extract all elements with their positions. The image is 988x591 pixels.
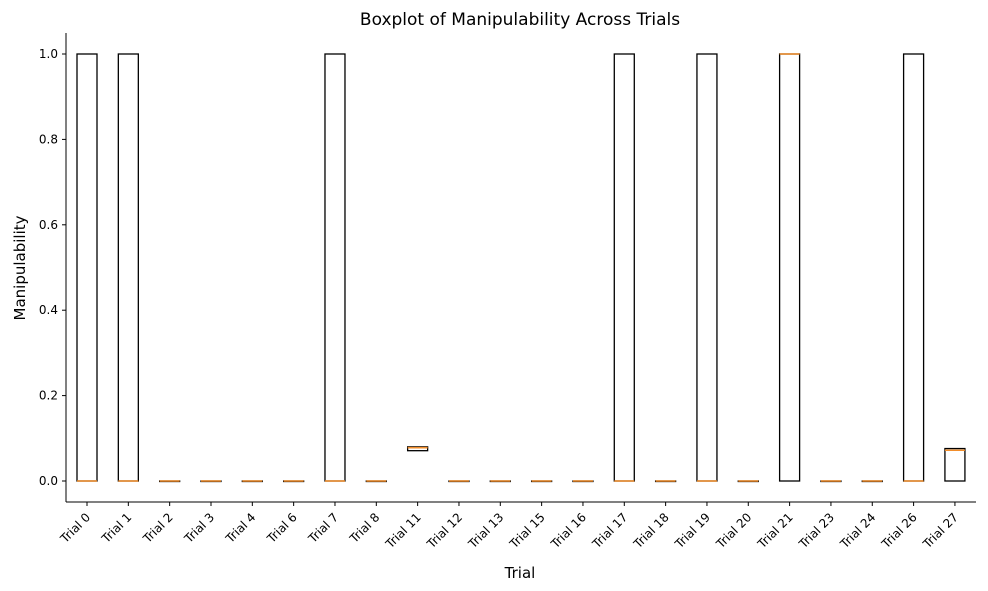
x-tick-label: Trial 2 [140, 510, 176, 546]
x-tick-label: Trial 11 [382, 510, 423, 551]
chart-title: Boxplot of Manipulability Across Trials [360, 10, 680, 30]
box [241, 480, 263, 483]
box [117, 53, 139, 482]
box [365, 480, 387, 483]
box-body [406, 446, 429, 452]
box [613, 53, 635, 482]
box-body [324, 53, 346, 482]
box-body [76, 53, 98, 482]
box-body [902, 53, 925, 482]
box [282, 480, 305, 483]
x-tick-label: Trial 6 [264, 510, 300, 546]
box [902, 53, 925, 482]
box-body [696, 53, 718, 482]
box [572, 480, 594, 483]
x-tick-label: Trial 27 [920, 510, 961, 551]
y-tick-label: 0.8 [39, 132, 58, 146]
box [406, 446, 429, 452]
y-axis-label: Manipulability [11, 215, 29, 320]
y-axis-ticks: 0.0 0.2 0.4 0.6 0.8 1.0 [39, 47, 66, 488]
x-tick-label: Trial 3 [181, 510, 217, 546]
box [654, 480, 677, 483]
x-tick-label: Trial 1 [98, 510, 134, 546]
box [159, 480, 181, 483]
y-tick-label: 1.0 [39, 47, 58, 61]
x-tick-label: Trial 15 [506, 510, 547, 551]
y-tick-label: 0.2 [39, 389, 58, 403]
x-axis-ticks: Trial 0 Trial 1 Trial 2 Trial 3 Trial 4 Trial… [57, 502, 961, 552]
x-tick-label: Trial 0 [57, 510, 93, 546]
x-tick-label: Trial 21 [754, 510, 795, 551]
box [530, 480, 553, 483]
box [489, 480, 511, 483]
x-tick-label: Trial 7 [305, 510, 341, 546]
x-tick-label: Trial 23 [796, 510, 837, 551]
x-tick-label: Trial 12 [424, 510, 465, 551]
x-tick-label: Trial 18 [630, 510, 671, 551]
x-tick-label: Trial 19 [672, 510, 713, 551]
box [861, 480, 883, 483]
axes [65, 33, 976, 503]
box [448, 480, 470, 483]
box-body [613, 53, 635, 482]
x-tick-label: Trial 4 [222, 510, 258, 546]
box [696, 53, 718, 482]
box [778, 53, 801, 482]
box-body [778, 53, 801, 482]
y-tick-label: 0.0 [39, 474, 58, 488]
x-tick-label: Trial 24 [837, 510, 878, 551]
box [820, 480, 842, 483]
x-tick-label: Trial 16 [548, 510, 589, 551]
boxes [76, 53, 966, 483]
box [200, 480, 222, 483]
box-body [944, 447, 966, 482]
y-tick-label: 0.6 [39, 218, 58, 232]
x-tick-label: Trial 8 [346, 510, 382, 546]
box [76, 53, 98, 482]
x-tick-label: Trial 13 [465, 510, 506, 551]
box-body [117, 53, 139, 482]
x-axis-label: Trial [504, 564, 536, 582]
box [944, 447, 966, 482]
y-tick-label: 0.4 [39, 303, 58, 317]
box [737, 480, 759, 483]
box [324, 53, 346, 482]
x-tick-label: Trial 26 [878, 510, 919, 551]
x-tick-label: Trial 17 [589, 510, 630, 551]
x-tick-label: Trial 20 [713, 510, 754, 551]
